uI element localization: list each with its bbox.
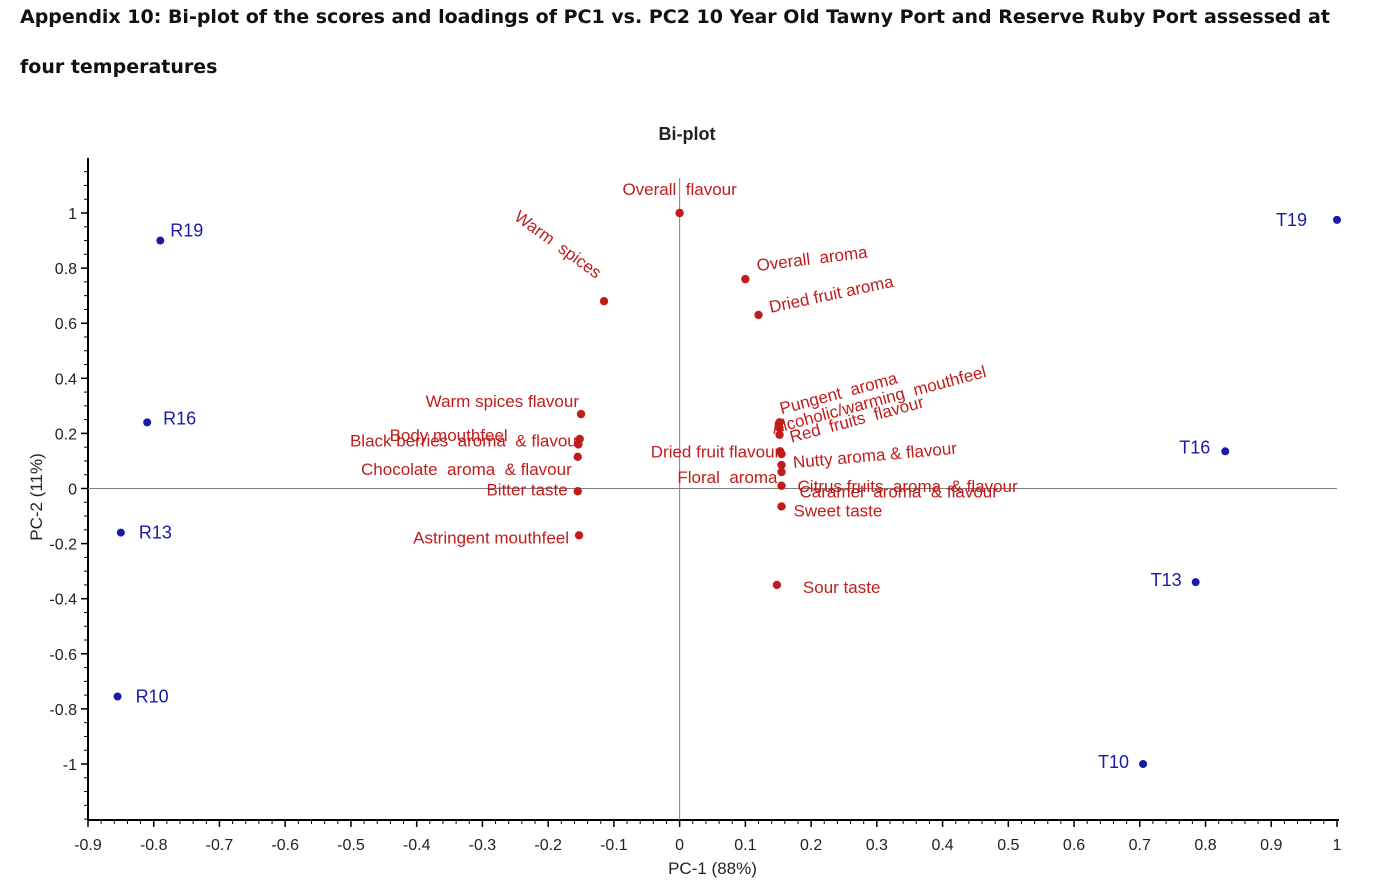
axes-group: -0.9 -0.8 -0.7 -0.6 -0.5 -0.4 -0.3 -0.2 -0.1 0 0.1… (49, 158, 1342, 854)
score-label: T13 (1151, 570, 1182, 590)
loading-label: Black berries aroma & flavour (350, 431, 583, 450)
x-tick-label: 0.3 (866, 837, 888, 854)
score-point (1139, 760, 1148, 768)
loading-point (772, 580, 782, 590)
loading-point (573, 487, 582, 496)
figure-caption-line-2: four temperatures (20, 56, 218, 78)
loading-point (675, 208, 684, 218)
x-tick-label: -0.1 (600, 837, 628, 854)
x-tick-label: 0.4 (931, 837, 953, 854)
x-tick-label: 0.8 (1194, 837, 1216, 854)
x-tick-label: 0 (675, 837, 684, 854)
loading-label: Warm spices flavour (426, 392, 580, 411)
x-tick-label: -0.4 (403, 837, 431, 854)
x-tick-label: -0.7 (206, 837, 234, 854)
y-tick-label: -0.2 (49, 537, 77, 554)
loading-label: Overall aroma (756, 243, 870, 276)
x-tick-label: 0.6 (1063, 837, 1085, 854)
x-tick-label: 1 (1333, 837, 1342, 854)
x-tick-label: 0.9 (1260, 837, 1282, 854)
loading-point (573, 452, 582, 462)
y-tick-label: 0.2 (55, 426, 77, 443)
x-tick-label: -0.9 (74, 837, 102, 854)
score-label: R19 (170, 221, 203, 241)
y-tick-label: 0.4 (55, 371, 77, 388)
score-point (143, 418, 152, 427)
y-tick-label: 0.8 (55, 261, 77, 278)
loading-label: Dried fruit aroma (767, 272, 895, 317)
chart-title: Bi-plot (659, 124, 716, 144)
loading-point (777, 481, 786, 490)
y-tick-label: -0.8 (49, 702, 77, 719)
score-label: T16 (1179, 437, 1210, 457)
loading-point (576, 409, 586, 419)
x-tick-label: -0.8 (140, 837, 168, 854)
loading-label: Nutty aroma & flavour (792, 439, 958, 472)
y-tick-label: 0 (68, 482, 77, 499)
score-point (113, 692, 122, 701)
loading-point (777, 460, 786, 470)
y-tick-label: -1 (63, 757, 77, 774)
x-tick-label: -0.3 (469, 837, 497, 854)
loading-point (599, 296, 609, 306)
score-point (1191, 578, 1200, 587)
loading-point (777, 449, 786, 459)
y-tick-label: -0.6 (49, 647, 77, 664)
score-label: T19 (1276, 210, 1307, 230)
y-tick-label: -0.4 (49, 592, 77, 609)
y-axis-title: PC-2 (11%) (27, 453, 46, 541)
loading-label: Bitter taste (486, 480, 567, 499)
x-tick-label: 0.7 (1129, 837, 1151, 854)
loading-label: Sour taste (803, 578, 881, 597)
loading-label: Floral aroma (677, 468, 778, 487)
x-tick-label: 0.2 (800, 837, 822, 854)
score-point (1221, 447, 1230, 456)
loading-label: Sweet taste (794, 501, 883, 520)
loading-label: Warm spices (511, 207, 605, 283)
x-axis-title: PC-1 (88%) (668, 859, 757, 878)
loading-label: Chocolate aroma & flavour (361, 460, 572, 479)
loading-point (777, 467, 786, 477)
x-tick-label: 0.5 (997, 837, 1019, 854)
score-label: T10 (1098, 752, 1129, 772)
score-point (156, 236, 165, 245)
score-label: R13 (139, 523, 172, 543)
score-point (1333, 215, 1341, 224)
score-label: R16 (163, 408, 196, 428)
y-tick-label: 0.6 (55, 316, 77, 333)
x-tick-label: -0.5 (337, 837, 365, 854)
loading-label: Overall flavour (622, 180, 737, 199)
score-point (116, 528, 125, 537)
x-tick-label: 0.1 (734, 837, 756, 854)
marks-group: R19 R16 R13 R10 T19 T16 T13 T10 Overall flavour W… (113, 180, 1341, 772)
y-tick-label: 1 (68, 206, 77, 223)
figure-caption-line-1: Appendix 10: Bi-plot of the scores and l… (20, 6, 1330, 28)
x-tick-label: -0.2 (534, 837, 562, 854)
loading-label: Dried fruit flavour (651, 442, 781, 461)
x-tick-label: -0.6 (271, 837, 299, 854)
loading-point (775, 430, 784, 439)
loading-point (741, 274, 750, 284)
loading-point (574, 531, 584, 540)
loading-point (777, 502, 786, 511)
loading-label: Citrus fruits aroma & flavour (798, 477, 1018, 496)
loading-point (775, 423, 784, 433)
loading-label: Caramel aroma & flavour (800, 483, 999, 502)
loading-label: Astringent mouthfeel (413, 528, 569, 547)
loading-label: Body mouthfeel (390, 426, 508, 445)
score-label: R10 (136, 687, 169, 707)
loading-point (574, 440, 583, 449)
loading-point (754, 310, 763, 320)
